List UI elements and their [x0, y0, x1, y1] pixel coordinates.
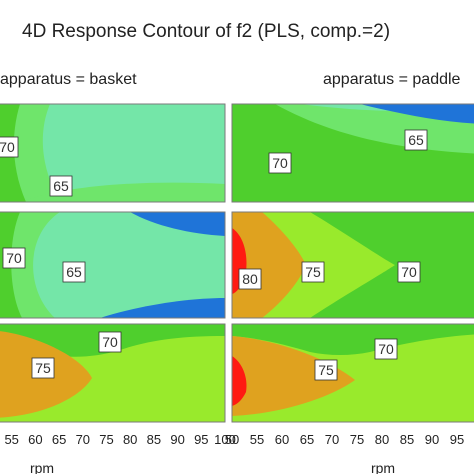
contour-label-box [31, 357, 55, 379]
contour-label-box [0, 136, 19, 158]
contour-label: 75 [305, 264, 321, 280]
x-axis-label-basket: rpm [30, 460, 54, 474]
x-tick-label: 95 [450, 432, 464, 447]
x-tick-label: 80 [375, 432, 389, 447]
contour-region [232, 356, 247, 406]
contour-label-box [301, 261, 325, 283]
x-tick-label: 100 [214, 432, 236, 447]
facet-label-basket: apparatus = basket [0, 71, 137, 88]
contour-label: 65 [408, 132, 424, 148]
x-tick-label: 70 [76, 432, 90, 447]
x-tick-label: 60 [275, 432, 289, 447]
contour-label: 70 [102, 334, 118, 350]
panel-frame [0, 211, 226, 319]
panel-frame [0, 103, 226, 203]
x-axis-label-paddle: rpm [371, 460, 395, 474]
facet-label-paddle: apparatus = paddle [323, 71, 461, 88]
x-tick-label: 50 [225, 432, 239, 447]
contour-region [232, 104, 474, 202]
x-tick-label: 75 [99, 432, 113, 447]
contour-label-box [49, 175, 73, 197]
contour-label-box [268, 152, 292, 174]
contour-panel-paddle-middle: 80 75 70 [232, 212, 474, 318]
contour-label: 80 [242, 271, 258, 287]
contour-label-box [238, 268, 262, 290]
x-tick-label: 85 [147, 432, 161, 447]
contour-label: 70 [6, 250, 22, 266]
contour-region [232, 336, 355, 416]
contour-label-box [314, 359, 338, 381]
panel-frame [231, 323, 474, 423]
contour-region [100, 298, 225, 318]
contour-label: 70 [401, 264, 417, 280]
x-tick-label: 65 [300, 432, 314, 447]
x-tick-label: 55 [4, 432, 18, 447]
panel-frame [0, 323, 226, 423]
x-tick-label: 65 [52, 432, 66, 447]
x-tick-label: 75 [350, 432, 364, 447]
contour-region [0, 182, 225, 202]
contour-region [0, 212, 60, 318]
contour-panel-basket-bottom: 75 70 [0, 324, 225, 422]
contour-region [130, 212, 225, 236]
contour-label-box [397, 261, 421, 283]
panel-frame [231, 211, 474, 319]
contour-panel-basket-middle: 70 65 [0, 212, 225, 318]
contour-panel-basket-top: 70 65 [0, 104, 225, 202]
contour-region [232, 324, 474, 355]
x-axis-ticks-basket: 55 60 65 70 75 80 85 90 95 100 [4, 432, 235, 447]
contour-label-box [404, 129, 428, 151]
contour-label-box [98, 331, 122, 353]
x-tick-label: 70 [325, 432, 339, 447]
contour-panel-paddle-top: 70 65 [232, 104, 474, 202]
contour-label-box [2, 247, 26, 269]
x-tick-label: 85 [400, 432, 414, 447]
contour-panel-paddle-bottom: 75 70 [232, 324, 474, 422]
contour-label-box [374, 338, 398, 360]
contour-label: 75 [35, 360, 51, 376]
contour-region [360, 104, 474, 124]
contour-label-box [62, 261, 86, 283]
contour-label: 75 [318, 362, 334, 378]
x-tick-label: 90 [425, 432, 439, 447]
panel-frame [231, 103, 474, 203]
x-tick-label: 95 [194, 432, 208, 447]
contour-label: 70 [378, 341, 394, 357]
contour-label: 70 [0, 139, 15, 155]
contour-region [232, 212, 306, 318]
x-tick-label: 80 [123, 432, 137, 447]
contour-label: 65 [66, 264, 82, 280]
x-axis-ticks-paddle: 50 55 60 65 70 75 80 85 90 95 [225, 432, 464, 447]
x-tick-label: 60 [28, 432, 42, 447]
x-tick-label: 90 [170, 432, 184, 447]
contour-label: 70 [272, 155, 288, 171]
chart-title: 4D Response Contour of f2 (PLS, comp.=2) [22, 21, 390, 42]
x-tick-label: 55 [250, 432, 264, 447]
contour-label: 65 [53, 178, 69, 194]
